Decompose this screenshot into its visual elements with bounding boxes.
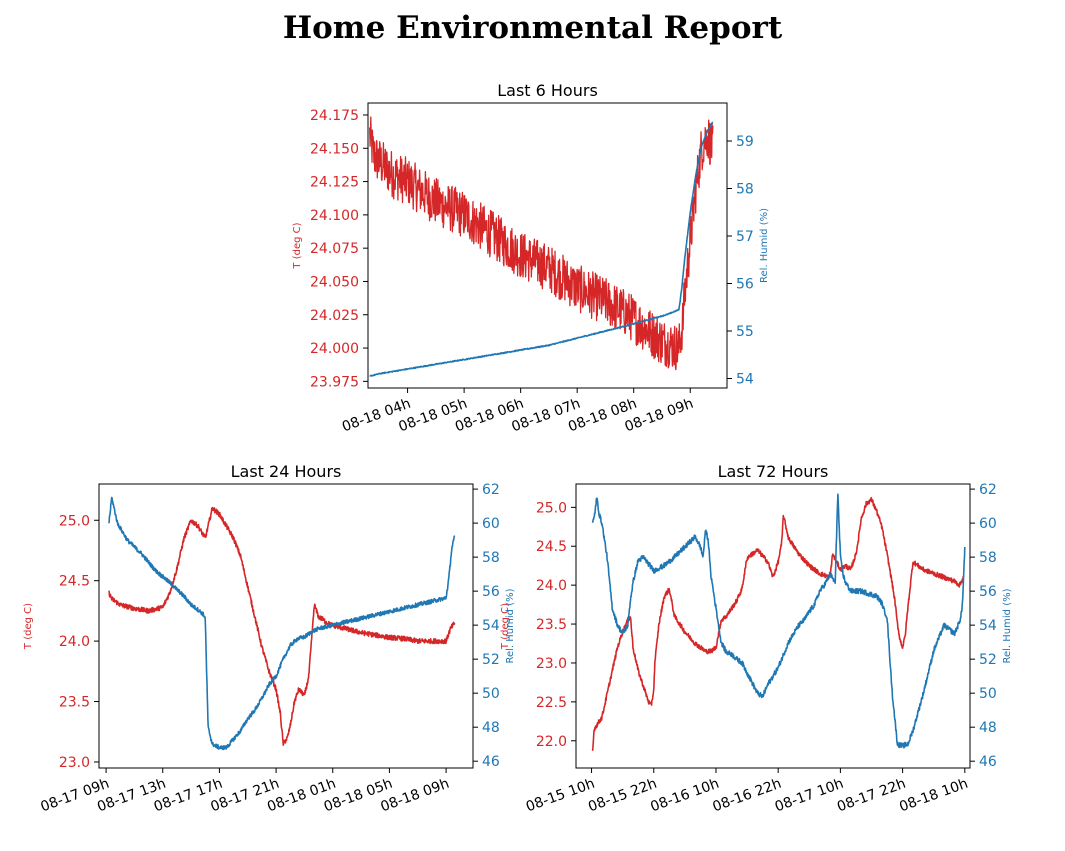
y2-tick-label: 54 [482,618,500,634]
y-tick-label: 25.0 [536,500,567,516]
y2-axis-label: Rel. Humid (%) [1002,588,1013,663]
y2-tick-label: 58 [979,550,997,566]
y2-tick-label: 56 [979,584,997,600]
y2-tick-label: 62 [979,482,997,498]
y-axis-label: T (deg C) [23,603,34,650]
x-tick-label: 08-17 10h [773,776,846,816]
y2-tick-label: 57 [736,229,754,245]
y-tick-label: 24.000 [310,341,359,357]
y-axis-label: T (deg C) [292,222,303,269]
y2-tick-label: 56 [482,584,500,600]
y2-tick-label: 52 [482,652,500,668]
humidity-line [591,493,966,749]
y-tick-label: 23.5 [59,695,90,711]
y-tick-label: 23.5 [536,617,567,633]
chart-1: Last 6 Hours 23.975 24.000 24.025 24.050 24.0… [292,81,770,435]
y2-tick-label: 48 [979,720,997,736]
x-tick-label: 08-17 22h [835,776,908,816]
y2-tick-label: 50 [979,686,997,702]
y-tick-label: 24.100 [310,208,359,224]
x-tick-label: 08-16 10h [648,776,721,816]
y-tick-label: 25.0 [59,513,90,529]
temperature-line [108,506,456,746]
y2-tick-label: 46 [979,754,997,770]
y2-tick-label: 48 [482,720,500,736]
y-tick-label: 24.0 [536,578,567,594]
y2-tick-label: 58 [482,550,500,566]
y2-axis-label: Rel. Humid (%) [505,588,516,663]
y2-tick-label: 56 [736,277,754,293]
y2-tick-label: 60 [482,516,500,532]
y-tick-label: 24.5 [536,539,567,555]
chart-3: Last 72 Hours 22.0 22.5 23.0 23.5 24.0 24.5 25.… [500,462,1013,815]
temperature-line [369,116,714,371]
y-tick-label: 24.175 [310,108,359,124]
y2-tick-label: 46 [482,754,500,770]
x-tick-label: 08-18 10h [897,776,970,816]
x-tick-label: 08-15 22h [586,776,659,816]
y-tick-label: 24.075 [310,241,359,257]
y2-tick-label: 59 [736,134,754,150]
y-tick-label: 23.0 [536,656,567,672]
y-tick-label: 22.0 [536,734,567,750]
y2-tick-label: 54 [736,372,754,388]
y2-axis-label: Rel. Humid (%) [759,208,770,283]
chart-title: Last 24 Hours [231,462,342,481]
y-tick-label: 23.0 [59,755,90,771]
y2-tick-label: 60 [979,516,997,532]
plot-frame [367,102,728,389]
chart-title: Last 72 Hours [718,462,829,481]
y-tick-label: 24.0 [59,634,90,650]
y2-tick-label: 50 [482,686,500,702]
y2-tick-label: 52 [979,652,997,668]
page-title: Home Environmental Report [282,10,783,46]
plot-frame [575,483,971,769]
plot-frame [98,483,474,769]
y-tick-label: 24.050 [310,274,359,290]
y2-tick-label: 58 [736,182,754,198]
y-tick-label: 24.5 [59,574,90,590]
x-tick-label: 08-16 22h [711,776,784,816]
temperature-line [591,496,965,751]
y2-tick-label: 54 [979,618,997,634]
y-tick-label: 23.975 [310,374,359,390]
y-tick-label: 22.5 [536,695,567,711]
y2-tick-label: 55 [736,324,754,340]
chart-title: Last 6 Hours [497,81,598,100]
x-tick-label: 08-15 10h [524,776,597,816]
y2-tick-label: 62 [482,482,500,498]
y-axis-label: T (deg C) [500,603,511,650]
chart-2: Last 24 Hours 23.0 23.5 24.0 24.5 25.0 46 48 50 5… [23,462,516,815]
y-tick-label: 24.025 [310,308,359,324]
humidity-line [108,496,456,751]
humidity-line [369,121,714,377]
y-tick-label: 24.150 [310,141,359,157]
y-tick-label: 24.125 [310,175,359,191]
